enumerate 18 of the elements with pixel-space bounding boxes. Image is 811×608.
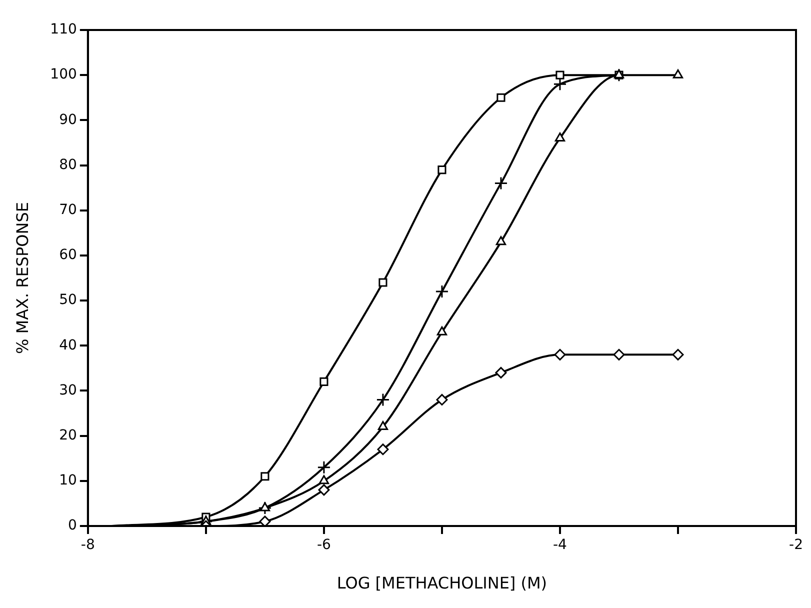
y-tick-label: 90: [59, 112, 77, 128]
y-tick-label: 110: [50, 22, 77, 38]
x-tick-label: -8: [80, 537, 95, 554]
y-tick-label: 60: [59, 247, 77, 264]
y-tick-label: 80: [59, 156, 77, 173]
y-tick-label: 50: [59, 292, 77, 308]
x-tick-label: -4: [552, 537, 568, 554]
y-tick-label: 100: [50, 66, 77, 83]
y-tick-label: 0: [68, 518, 77, 534]
x-tick-label: -2: [789, 537, 803, 554]
y-axis-title: % MAX. RESPONSE: [12, 202, 32, 354]
y-tick-label: 70: [59, 202, 77, 218]
x-tick-label: -6: [316, 537, 332, 554]
y-tick-label: 30: [59, 382, 77, 398]
x-axis-title: LOG [METHACHOLINE] (M): [336, 574, 548, 593]
y-tick-label: 40: [59, 337, 77, 354]
y-tick-label: 10: [59, 472, 77, 489]
y-tick-label: 20: [59, 427, 77, 444]
